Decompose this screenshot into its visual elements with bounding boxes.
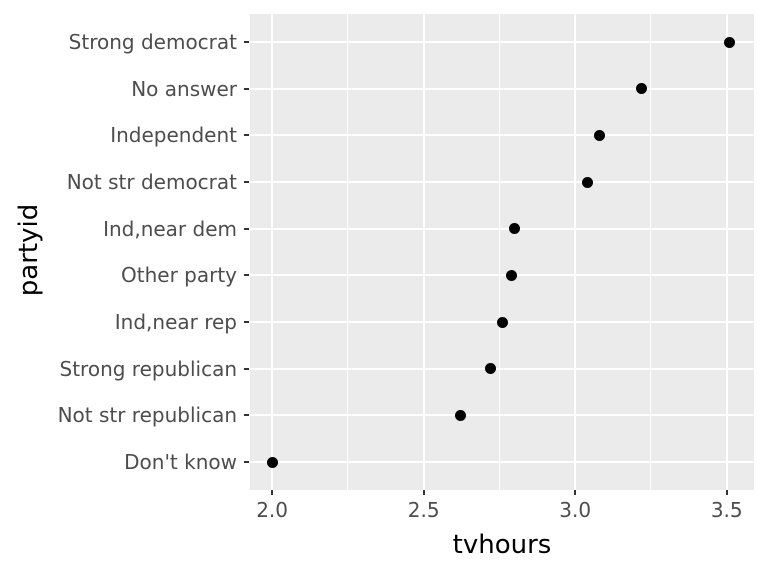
x-axis-tick-label: 2.5 <box>407 498 440 522</box>
y-axis-category-label: Strong republican <box>59 356 237 381</box>
data-point <box>496 316 508 328</box>
y-axis-category-label: Other party <box>121 263 237 288</box>
y-axis-category-label: Independent <box>110 123 237 148</box>
major-gridline-vertical <box>574 14 577 490</box>
data-point <box>266 456 278 468</box>
plot-panel <box>250 14 754 490</box>
x-axis-tick-mark <box>574 490 577 495</box>
major-gridline-vertical <box>725 14 728 490</box>
y-axis-tick-mark <box>244 41 249 43</box>
major-gridline-vertical <box>271 14 274 490</box>
major-gridline-vertical <box>422 14 425 490</box>
minor-gridline-vertical <box>498 14 500 490</box>
data-point <box>454 409 466 421</box>
major-gridline-horizontal <box>250 274 754 277</box>
y-axis-tick-mark <box>244 181 249 183</box>
major-gridline-horizontal <box>250 367 754 370</box>
major-gridline-horizontal <box>250 87 754 90</box>
y-axis-tick-mark <box>244 461 249 463</box>
y-axis-category-label: Not str democrat <box>66 170 237 194</box>
y-axis-tick-mark <box>244 134 249 137</box>
major-gridline-horizontal <box>250 41 754 43</box>
data-point <box>636 83 648 95</box>
data-point <box>509 223 521 235</box>
major-gridline-horizontal <box>250 414 754 417</box>
y-axis-tick-mark <box>244 367 249 370</box>
y-axis-category-label: No answer <box>131 76 237 101</box>
y-axis-tick-mark <box>244 321 249 323</box>
y-axis-category-label: Ind,near dem <box>103 216 237 241</box>
x-axis-tick-mark <box>271 490 274 495</box>
major-gridline-horizontal <box>250 461 754 463</box>
data-point <box>593 129 605 141</box>
data-point <box>506 269 518 281</box>
y-axis-tick-mark <box>244 227 249 230</box>
major-gridline-horizontal <box>250 181 754 183</box>
x-axis-tick-label: 3.0 <box>559 498 592 522</box>
minor-gridline-vertical <box>347 14 349 490</box>
major-gridline-horizontal <box>250 227 754 230</box>
y-axis-tick-mark <box>244 87 249 90</box>
y-axis-tick-mark <box>244 414 249 417</box>
x-axis-tick-label: 2.0 <box>256 498 289 522</box>
major-gridline-horizontal <box>250 134 754 137</box>
data-point <box>581 176 593 188</box>
data-point <box>484 363 496 375</box>
y-axis-category-label: Not str republican <box>57 403 237 428</box>
x-axis-tick-mark <box>725 490 728 495</box>
x-axis-title: tvhours <box>452 530 552 560</box>
minor-gridline-vertical <box>650 14 652 490</box>
y-axis-category-label: Strong democrat <box>68 30 237 54</box>
y-axis-category-label: Ind,near rep <box>114 310 237 334</box>
x-axis-tick-mark <box>422 490 425 495</box>
data-point <box>724 36 736 48</box>
x-axis-tick-label: 3.5 <box>710 498 743 522</box>
y-axis-category-label: Don't know <box>124 450 237 474</box>
y-axis-tick-mark <box>244 274 249 277</box>
